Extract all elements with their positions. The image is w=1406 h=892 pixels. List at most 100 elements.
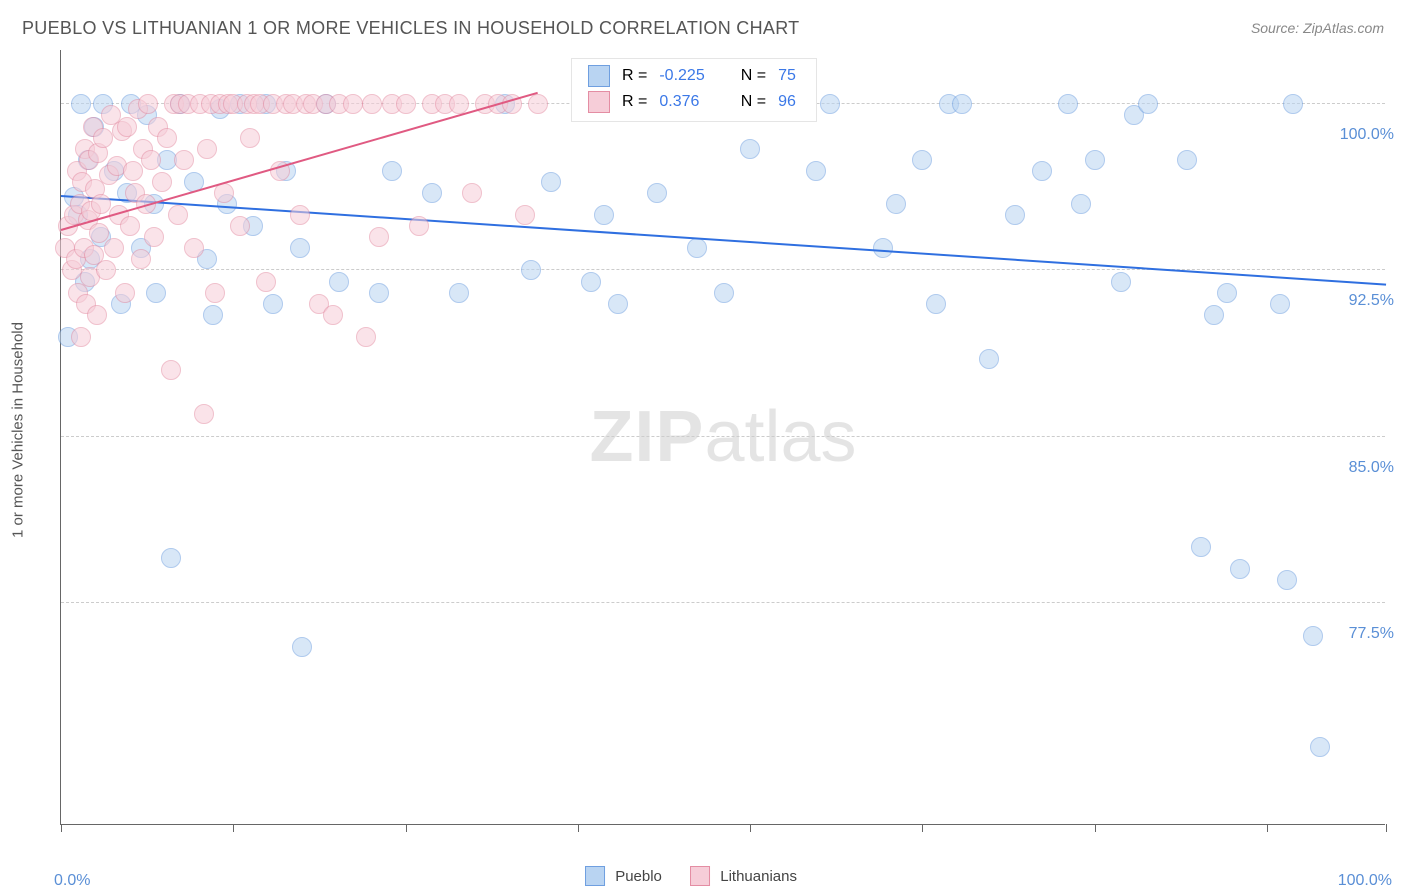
x-tick (1095, 824, 1096, 832)
data-point (329, 272, 349, 292)
data-point (1058, 94, 1078, 114)
data-point (422, 183, 442, 203)
data-point (1217, 283, 1237, 303)
data-point (647, 183, 667, 203)
data-point (369, 283, 389, 303)
gridline (61, 436, 1385, 437)
x-tick-max: 100.0% (1338, 872, 1392, 890)
data-point (382, 161, 402, 181)
data-point (1032, 161, 1052, 181)
data-point (161, 548, 181, 568)
data-point (230, 216, 250, 236)
gridline (61, 602, 1385, 603)
data-point (1310, 737, 1330, 757)
data-point (256, 272, 276, 292)
data-point (1138, 94, 1158, 114)
x-tick (922, 824, 923, 832)
data-point (912, 150, 932, 170)
data-point (979, 349, 999, 369)
data-point (138, 94, 158, 114)
x-tick (233, 824, 234, 832)
data-point (873, 238, 893, 258)
data-point (161, 360, 181, 380)
y-tick-label: 85.0% (1349, 459, 1394, 477)
data-point (263, 294, 283, 314)
data-point (594, 205, 614, 225)
watermark: ZIPatlas (589, 396, 856, 478)
data-point (168, 205, 188, 225)
lithuanians-r-value: 0.376 (653, 89, 710, 115)
x-tick-min: 0.0% (54, 872, 90, 890)
data-point (71, 94, 91, 114)
x-tick (1267, 824, 1268, 832)
y-tick-label: 92.5% (1349, 292, 1394, 310)
lithuanians-legend-swatch-icon (690, 866, 710, 886)
data-point (91, 194, 111, 214)
data-point (123, 161, 143, 181)
data-point (71, 327, 91, 347)
data-point (157, 128, 177, 148)
data-point (1277, 570, 1297, 590)
pueblo-swatch-icon (588, 65, 610, 87)
x-tick (61, 824, 62, 832)
data-point (152, 172, 172, 192)
stats-row-lithuanians: R = 0.376 N = 96 (582, 89, 802, 115)
data-point (1303, 626, 1323, 646)
data-point (1191, 537, 1211, 557)
data-point (1204, 305, 1224, 325)
data-point (521, 260, 541, 280)
data-point (1270, 294, 1290, 314)
data-point (820, 94, 840, 114)
y-axis-label: 1 or more Vehicles in Household (10, 322, 27, 538)
data-point (926, 294, 946, 314)
stats-legend: R = -0.225 N = 75 R = 0.376 N = 96 (571, 58, 817, 122)
data-point (146, 283, 166, 303)
x-tick (750, 824, 751, 832)
data-point (141, 150, 161, 170)
data-point (104, 238, 124, 258)
chart-title: PUEBLO VS LITHUANIAN 1 OR MORE VEHICLES … (22, 18, 799, 39)
data-point (343, 94, 363, 114)
x-tick (578, 824, 579, 832)
data-point (462, 183, 482, 203)
data-point (117, 117, 137, 137)
lithuanians-swatch-icon (588, 91, 610, 113)
data-point (581, 272, 601, 292)
chart-container: PUEBLO VS LITHUANIAN 1 OR MORE VEHICLES … (0, 0, 1406, 892)
stats-row-pueblo: R = -0.225 N = 75 (582, 63, 802, 89)
data-point (290, 205, 310, 225)
data-point (687, 238, 707, 258)
data-point (96, 260, 116, 280)
data-point (541, 172, 561, 192)
x-tick (1386, 824, 1387, 832)
data-point (714, 283, 734, 303)
data-point (203, 305, 223, 325)
data-point (528, 94, 548, 114)
data-point (131, 249, 151, 269)
plot-area: ZIPatlas R = -0.225 N = 75 R = 0.376 N = (60, 50, 1385, 825)
pueblo-legend-swatch-icon (585, 866, 605, 886)
data-point (1177, 150, 1197, 170)
data-point (197, 139, 217, 159)
data-point (356, 327, 376, 347)
data-point (396, 94, 416, 114)
data-point (194, 404, 214, 424)
data-point (1283, 94, 1303, 114)
data-point (1111, 272, 1131, 292)
data-point (608, 294, 628, 314)
data-point (369, 227, 389, 247)
source-label: Source: ZipAtlas.com (1251, 20, 1384, 36)
pueblo-r-value: -0.225 (653, 63, 710, 89)
data-point (292, 637, 312, 657)
data-point (184, 238, 204, 258)
data-point (240, 128, 260, 148)
data-point (515, 205, 535, 225)
lithuanians-n-value: 96 (772, 89, 802, 115)
data-point (87, 305, 107, 325)
data-point (93, 128, 113, 148)
data-point (886, 194, 906, 214)
data-point (115, 283, 135, 303)
y-tick-label: 77.5% (1349, 625, 1394, 643)
data-point (362, 94, 382, 114)
data-point (323, 305, 343, 325)
